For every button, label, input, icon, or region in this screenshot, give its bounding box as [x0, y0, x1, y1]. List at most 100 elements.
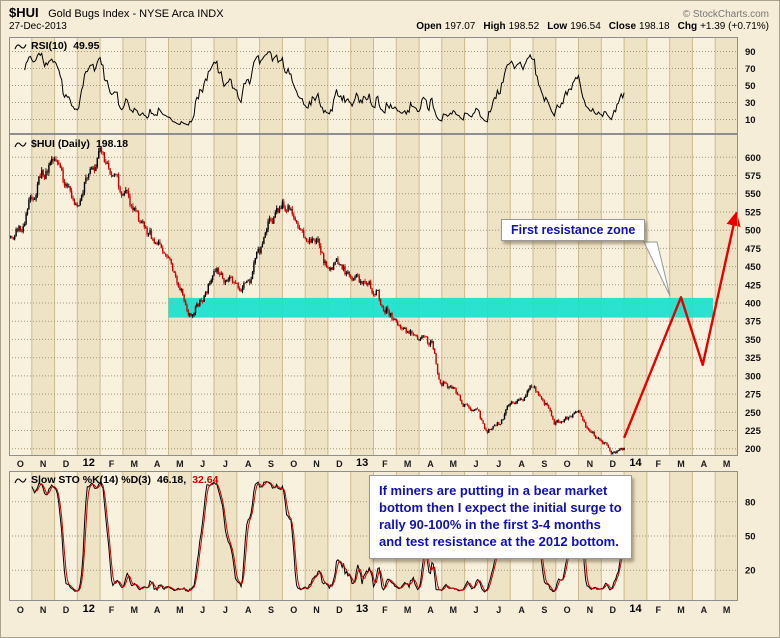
resistance-zone-callout: First resistance zone [501, 219, 646, 241]
month-label: M [176, 459, 184, 469]
squiggle-icon [14, 477, 27, 483]
month-label: A [427, 605, 434, 615]
month-label: D [609, 459, 616, 469]
month-label: N [39, 605, 47, 615]
index-name: Gold Bugs Index - NYSE Arca INDX [48, 8, 224, 20]
quote-change: Chg +1.39 (+0.71%) [677, 21, 769, 32]
resistance-label-text: First resistance zone [511, 223, 636, 237]
month-label: J [496, 605, 502, 615]
callout-pointer [643, 241, 671, 297]
month-label: A [244, 459, 252, 469]
axis-tick-label: 225 [745, 426, 762, 437]
quote-close: Close 198.18 [608, 21, 670, 32]
month-label: S [267, 605, 274, 615]
month-label: J [473, 459, 479, 469]
month-label: D [62, 459, 70, 469]
sto-k-value: 46.18, [157, 474, 187, 486]
month-label: N [313, 605, 320, 615]
year-label: 12 [82, 457, 95, 469]
sto-legend: Slow STO %K(14) %D(3) 46.18, 32.64 [14, 474, 218, 486]
month-label: N [586, 605, 594, 615]
axis-tick-label: 400 [745, 299, 761, 310]
month-label: D [336, 459, 343, 469]
month-label: A [518, 605, 525, 615]
rsi-line [24, 50, 625, 126]
month-label: M [677, 459, 685, 469]
axis-tick-label: 275 [745, 390, 762, 401]
y-axis-labels: 600 575 550 525 500 475 450 425 400 375 350 325 300 2… [745, 153, 762, 455]
month-label: M [403, 459, 412, 469]
projection-arrow [622, 211, 741, 439]
month-label: M [722, 605, 731, 615]
month-label: F [382, 459, 388, 469]
axis-tick-label: 300 [745, 371, 761, 382]
squiggle-icon [14, 141, 27, 147]
axis-tick-label: 575 [745, 171, 762, 182]
resistance-zone-band [168, 297, 713, 318]
year-label: 13 [355, 457, 369, 469]
month-label: J [496, 459, 502, 469]
panel-border [9, 134, 738, 456]
year-label: 14 [629, 603, 642, 615]
candles-layer [9, 146, 625, 455]
month-label: J [200, 459, 206, 469]
year-label: 12 [82, 603, 95, 615]
month-label: N [39, 459, 47, 469]
axis-tick-label: 250 [745, 408, 761, 419]
grid-layer [9, 134, 738, 456]
panel-border [9, 37, 738, 134]
month-label: A [518, 459, 525, 469]
panel-border [9, 471, 738, 601]
rsi-legend-label: RSI(10) [31, 40, 68, 52]
month-label: N [586, 459, 594, 469]
axis-tick-label: 325 [745, 353, 762, 364]
price-legend: $HUI (Daily) 198.18 [14, 138, 128, 150]
month-label: A [244, 605, 252, 615]
month-label: J [222, 459, 228, 469]
rsi-legend: RSI(10) 49.95 [14, 40, 99, 52]
month-label: A [427, 459, 434, 469]
axis-tick-label: 450 [745, 262, 761, 273]
axis-tick-label: 90 [745, 47, 756, 58]
month-label: N [313, 459, 320, 469]
rsi-panel: 90 70 50 30 10 [9, 37, 756, 134]
month-label: M [449, 605, 457, 615]
chart-header: $HUI Gold Bugs Index - NYSE Arca INDX © … [9, 4, 769, 22]
axis-tick-label: 425 [745, 280, 762, 291]
axis-tick-label: 500 [745, 226, 761, 237]
price-panel: 600 575 550 525 500 475 450 425 400 375 350 325 300 2… [9, 134, 762, 456]
y-axis-labels: 90 70 50 30 10 [745, 47, 756, 126]
month-label: M [403, 605, 412, 615]
year-label: 14 [629, 457, 642, 469]
month-label: A [700, 459, 708, 469]
month-label: J [222, 605, 228, 615]
axis-tick-label: 600 [745, 153, 761, 164]
month-label: M [677, 605, 685, 615]
axis-tick-label: 525 [745, 208, 762, 219]
y-axis-labels: 80 50 20 [745, 497, 756, 576]
stockcharts-credit: © StockCharts.com [682, 9, 769, 20]
axis-tick-label: 20 [745, 566, 756, 577]
month-label: F [108, 605, 115, 615]
forecast-note: If miners are putting in a bear market b… [369, 475, 632, 559]
squiggle-icon [14, 43, 27, 49]
axis-tick-label: 70 [745, 64, 756, 75]
price-legend-label: $HUI (Daily) [31, 138, 90, 150]
forecast-text: If miners are putting in a bear market b… [379, 483, 622, 549]
month-label: M [130, 459, 139, 469]
month-label: M [176, 605, 184, 615]
month-label: D [62, 605, 70, 615]
month-label: O [563, 459, 571, 469]
axis-tick-label: 80 [745, 497, 756, 508]
quote-low: Low 196.54 [547, 21, 601, 32]
month-label: A [153, 605, 161, 615]
quote-high: High 198.52 [483, 21, 540, 32]
rsi-value: 49.95 [73, 40, 100, 52]
month-label: S [541, 605, 548, 615]
grid-layer [9, 37, 738, 134]
sto-legend-label: Slow STO %K(14) %D(3) [31, 474, 151, 486]
month-label: O [290, 459, 298, 469]
price-last-value: 198.18 [95, 138, 129, 150]
x-axis-months-bottom: O N D 12 F M A M J J A S O N D 13 F M A M J J A S O N D 14 F M A M [9, 603, 771, 617]
axis-tick-label: 375 [745, 317, 762, 328]
